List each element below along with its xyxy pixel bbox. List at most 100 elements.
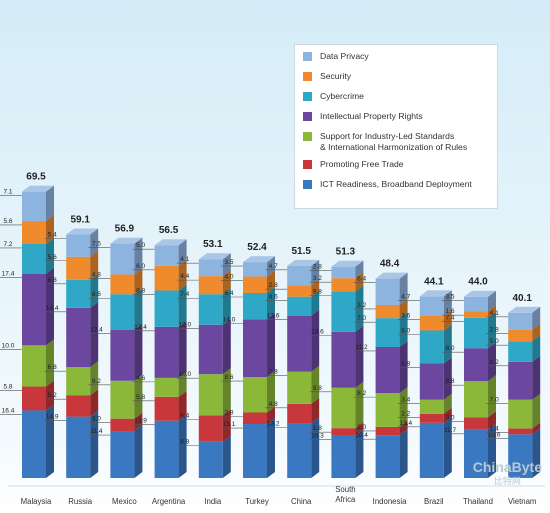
bar-top — [508, 306, 541, 313]
bar-segment-side — [399, 298, 408, 319]
bar-segment — [243, 262, 267, 277]
bar-segment-side — [488, 342, 496, 382]
bar-segment-side — [311, 365, 320, 404]
segment-value-label: 13.9 — [134, 418, 147, 425]
bar-segment-side — [90, 250, 99, 280]
bar-segment-side — [267, 371, 275, 413]
bar-segment-side — [178, 390, 187, 421]
bar-segment-side — [355, 260, 364, 279]
segment-value-label: 12.4 — [134, 324, 147, 331]
segment-value-label: 8.2 — [357, 390, 366, 397]
bar-segment-side — [134, 237, 143, 275]
bar-segment-side — [134, 323, 143, 381]
segment-value-label: 7.4 — [445, 315, 454, 322]
bar-segment — [243, 377, 267, 413]
segment-value-label: 11.7 — [444, 427, 457, 434]
segment-value-label: 7.0 — [490, 397, 499, 404]
bar-total-label: 59.1 — [70, 215, 90, 226]
bar-segment — [331, 428, 356, 436]
segment-value-label: 5.0 — [136, 242, 145, 249]
bar-segment — [331, 331, 356, 388]
bar-segment — [464, 317, 488, 349]
bar-segment — [331, 266, 356, 279]
segment-value-label: 3.2 — [357, 302, 366, 309]
bar-segment — [375, 278, 400, 305]
bar-segment-side — [222, 288, 231, 325]
bar-segment — [198, 415, 223, 442]
bar-segment — [464, 429, 488, 478]
category-label: Africa — [335, 495, 356, 504]
segment-value-label: 6.0 — [136, 263, 145, 270]
segment-value-label: 6.8 — [48, 364, 57, 371]
bar-segment-side — [355, 285, 364, 332]
legend-swatch — [303, 180, 312, 189]
bar-segment — [198, 276, 223, 295]
segment-value-label: 5.0 — [490, 338, 499, 345]
bar-segment-side — [399, 312, 408, 347]
bar-segment-side — [46, 339, 54, 387]
bar-segment-side — [311, 417, 320, 478]
segment-value-label: 3.0 — [445, 414, 454, 421]
bar-segment — [154, 377, 179, 397]
segment-value-label: 2.8 — [269, 282, 278, 289]
category-label: Brazil — [424, 497, 444, 506]
segment-value-label: 13.6 — [311, 329, 324, 336]
bar-segment — [198, 441, 223, 478]
bar-segment-side — [488, 311, 496, 349]
bar-segment-side — [399, 429, 408, 478]
bar-segment — [66, 256, 91, 280]
bar-segment — [110, 274, 135, 295]
legend-label: Promoting Free Trade — [320, 159, 404, 169]
bar-total-label: 56.9 — [115, 224, 135, 235]
segment-value-label: 4.8 — [269, 401, 278, 408]
bar-segment — [508, 428, 533, 435]
bar-segment-side — [355, 381, 364, 429]
segment-value-label: 13.1 — [223, 421, 236, 428]
bar-segment — [287, 285, 312, 297]
bar-segment — [508, 399, 533, 429]
bar-segment-side — [134, 288, 143, 330]
bar-segment-side — [134, 412, 143, 432]
segment-value-label: 7.2 — [3, 241, 12, 248]
bar-segment-side — [222, 435, 231, 478]
bar-segment-side — [532, 335, 541, 362]
bar-segment — [66, 395, 91, 417]
legend-swatch — [303, 52, 312, 61]
bar-segment — [243, 424, 267, 478]
segment-value-label: 7.4 — [180, 291, 189, 298]
bar-segment — [22, 386, 46, 411]
bar-total-label: 69.5 — [26, 172, 46, 183]
category-label: Turkey — [245, 497, 269, 506]
segment-value-label: 4.8 — [92, 271, 101, 278]
bar-segment-side — [443, 393, 452, 414]
bar-segment — [22, 220, 46, 244]
legend-swatch — [303, 160, 312, 169]
segment-value-label: 17.4 — [2, 271, 15, 278]
segment-value-label: 5.2 — [48, 392, 57, 399]
bar-segment-side — [488, 290, 496, 312]
bar-segment — [110, 294, 135, 330]
bar-segment — [464, 381, 488, 418]
bar-top — [419, 290, 452, 297]
segment-value-label: 8.0 — [401, 328, 410, 335]
bar-total-label: 44.1 — [424, 276, 444, 287]
bar-segment-side — [532, 393, 541, 429]
watermark-line2: 比特网 — [493, 476, 521, 486]
legend-label: Cybercrime — [320, 91, 364, 101]
segment-value-label: 10.0 — [2, 342, 15, 349]
bar-segment — [419, 422, 444, 478]
bar-segment — [66, 416, 91, 478]
bar-segment-side — [443, 416, 452, 478]
watermark-line1: ChinaByte — [472, 459, 542, 475]
bar-segment-side — [178, 259, 187, 291]
bar-segment-side — [267, 418, 275, 478]
bar-top — [375, 272, 408, 279]
bar-segment — [464, 296, 488, 312]
category-label: Russia — [68, 497, 92, 506]
legend-label: ICT Readiness, Broadband Deployment — [320, 179, 472, 189]
bar-segment — [375, 435, 400, 478]
legend-label: Intellectual Property Rights — [320, 111, 423, 121]
bar-segment-side — [222, 270, 231, 295]
bar-segment-side — [355, 422, 364, 436]
bar-top — [331, 260, 364, 267]
